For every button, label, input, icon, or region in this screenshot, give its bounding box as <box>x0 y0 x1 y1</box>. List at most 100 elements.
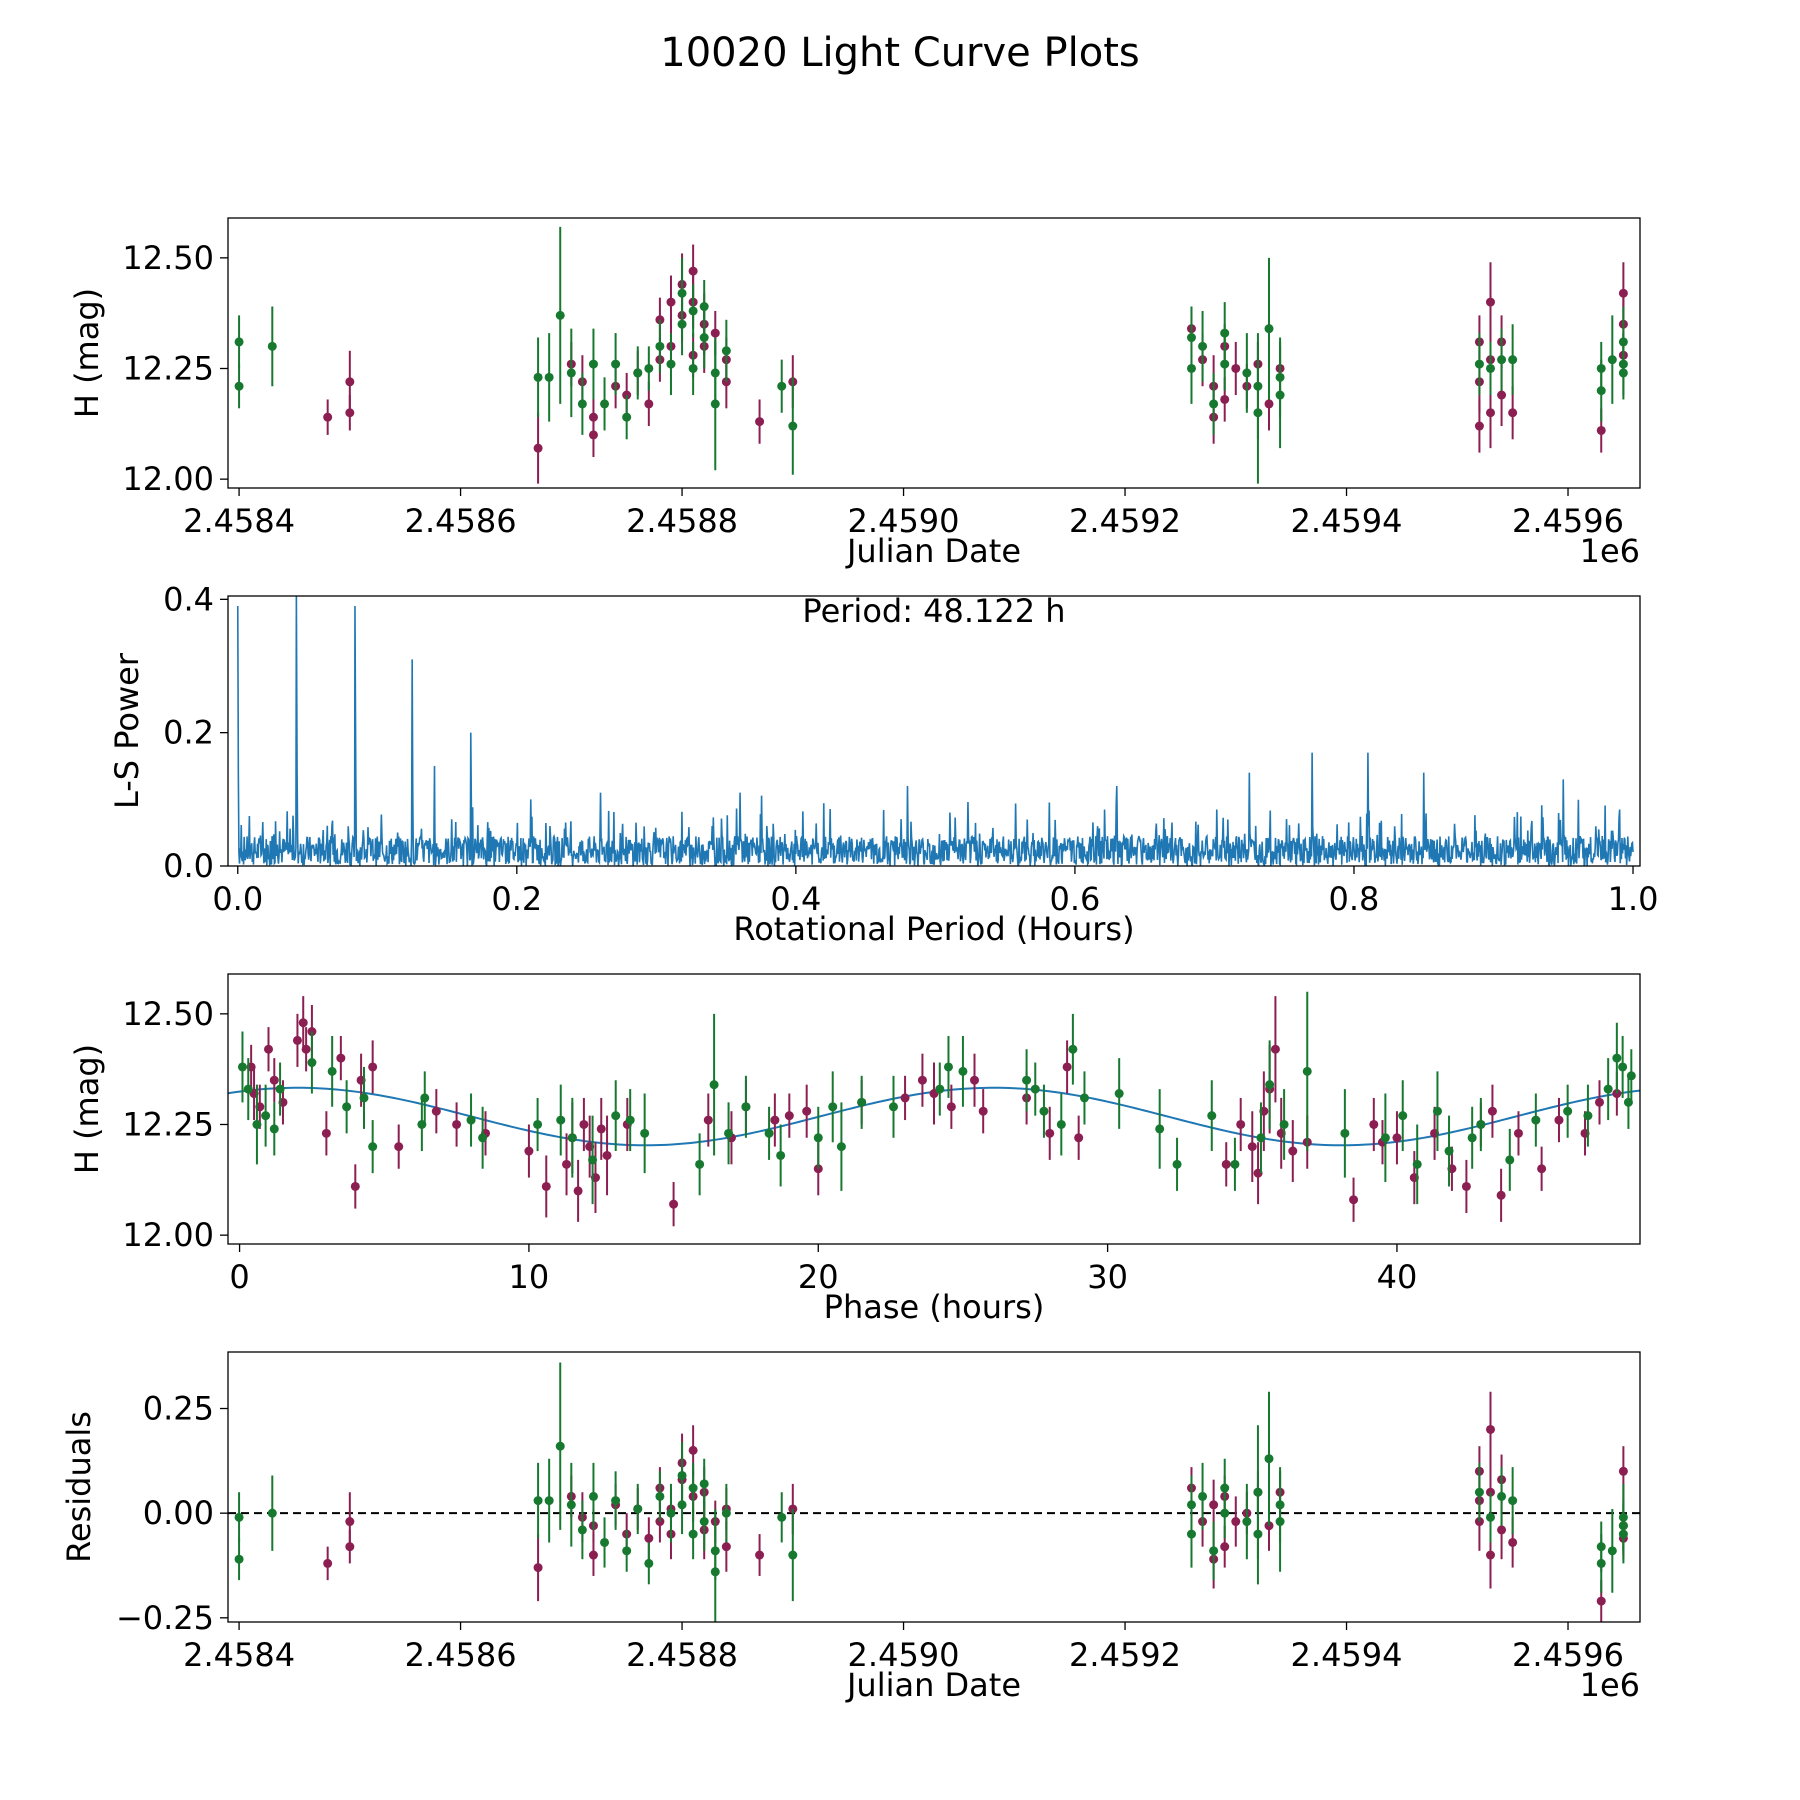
data-point <box>655 1491 665 1501</box>
data-point <box>900 1093 910 1103</box>
data-point <box>644 399 654 409</box>
data-point <box>958 1066 968 1076</box>
data-point <box>544 372 554 382</box>
x-tick-label: 1.0 <box>1608 880 1659 918</box>
data-point <box>622 1546 632 1556</box>
axes-frame <box>227 217 1641 489</box>
data-point <box>323 412 333 422</box>
data-point <box>1618 1521 1628 1531</box>
data-point <box>770 1115 780 1125</box>
data-point <box>1220 1483 1230 1493</box>
data-point <box>710 1567 720 1577</box>
data-point <box>1230 1159 1240 1169</box>
data-point <box>836 1142 846 1152</box>
y-tick-label: 12.50 <box>122 995 214 1033</box>
data-point <box>741 1102 751 1112</box>
data-point <box>1563 1106 1573 1116</box>
data-point <box>269 1124 279 1134</box>
x-tick-label: 10 <box>509 1258 550 1296</box>
data-point <box>1485 1550 1495 1560</box>
x-axis-label: Julian Date <box>845 1666 1021 1704</box>
data-point <box>566 1500 576 1510</box>
data-point <box>1444 1146 1454 1156</box>
data-point <box>1474 1487 1484 1497</box>
y-tick-label: 0.00 <box>143 1494 214 1532</box>
x-tick-label: 0.8 <box>1329 880 1380 918</box>
data-point <box>1039 1106 1049 1116</box>
x-tick-label: 2.4592 <box>1069 502 1181 540</box>
series-band_b <box>234 226 1628 484</box>
data-point <box>596 1124 606 1134</box>
data-point <box>1264 399 1274 409</box>
x-tick-label: 2.4584 <box>183 1636 295 1674</box>
data-point <box>336 1053 346 1063</box>
y-tick-label: 0.25 <box>143 1390 214 1428</box>
data-point <box>1220 328 1230 338</box>
periodogram-plot-area <box>236 596 1634 866</box>
data-point <box>533 372 543 382</box>
data-point <box>828 1102 838 1112</box>
data-point <box>1380 1133 1390 1143</box>
data-point <box>1497 1491 1507 1501</box>
data-point <box>1596 363 1606 373</box>
data-point <box>588 1550 598 1560</box>
data-point <box>1531 1115 1541 1125</box>
data-point <box>1497 355 1507 365</box>
data-point <box>1596 1596 1606 1606</box>
data-point <box>666 297 676 307</box>
data-point <box>342 1102 352 1112</box>
data-point <box>1485 1512 1495 1522</box>
y-axis-label: H (mag) <box>68 1044 106 1174</box>
data-point <box>666 359 676 369</box>
data-point <box>721 1542 731 1552</box>
data-point <box>1220 394 1230 404</box>
residuals-plot-area <box>228 1362 1640 1622</box>
data-point <box>1209 399 1219 409</box>
data-point <box>695 1159 705 1169</box>
data-point <box>1207 1111 1217 1121</box>
data-point <box>544 1496 554 1506</box>
data-point <box>1155 1124 1165 1134</box>
x-tick-label: 20 <box>798 1258 839 1296</box>
data-point <box>1275 1500 1285 1510</box>
data-point <box>269 1075 279 1085</box>
data-point <box>1045 1128 1055 1138</box>
x-axis-label: Phase (hours) <box>824 1288 1045 1326</box>
data-point <box>1198 1491 1208 1501</box>
data-point <box>577 399 587 409</box>
data-point <box>776 1150 786 1160</box>
data-point <box>1236 1119 1246 1129</box>
data-point <box>359 1093 369 1103</box>
data-point <box>644 1533 654 1543</box>
data-point <box>784 1111 794 1121</box>
data-point <box>1497 1525 1507 1535</box>
data-point <box>1186 1500 1196 1510</box>
data-point <box>1618 1062 1628 1072</box>
data-point <box>1603 1084 1613 1094</box>
data-point <box>1253 408 1263 418</box>
series-band_a <box>323 244 1628 484</box>
data-point <box>633 368 643 378</box>
data-point <box>611 1496 621 1506</box>
data-point <box>1626 1071 1636 1081</box>
data-point <box>1496 1190 1506 1200</box>
data-point <box>755 417 765 427</box>
data-point <box>1537 1164 1547 1174</box>
data-point <box>264 1044 274 1054</box>
x-tick-label: 0.0 <box>212 880 263 918</box>
data-point <box>556 1115 566 1125</box>
data-point <box>788 421 798 431</box>
data-point <box>1074 1133 1084 1143</box>
data-point <box>252 1119 262 1129</box>
data-point <box>1398 1111 1408 1121</box>
y-axis-label: H (mag) <box>68 288 106 418</box>
lightcurve-plot-area <box>234 226 1628 484</box>
x-tick-label: 2.4588 <box>626 502 738 540</box>
data-point <box>699 333 709 343</box>
data-point <box>935 1084 945 1094</box>
data-point <box>1392 1133 1402 1143</box>
data-point <box>1056 1119 1066 1129</box>
data-point <box>1467 1133 1477 1143</box>
series-band_a <box>323 1391 1628 1622</box>
